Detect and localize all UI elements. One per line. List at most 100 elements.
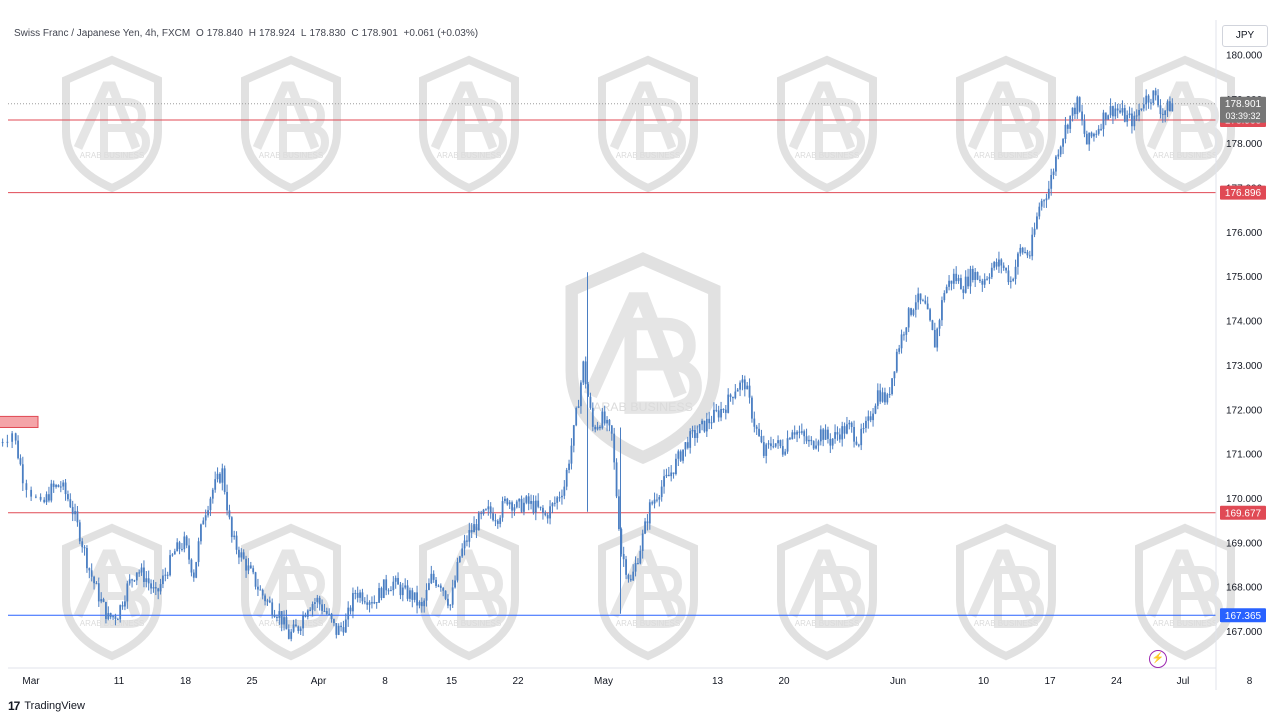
candle-body [967, 276, 969, 287]
candle-body [831, 438, 834, 446]
candle-body [874, 405, 877, 414]
candle-body [135, 572, 138, 581]
open-value: 178.840 [206, 28, 243, 39]
candle-body [197, 541, 200, 563]
candle-body [558, 497, 561, 499]
candle-body [796, 431, 798, 435]
candle-body [922, 300, 924, 302]
candle-body [741, 379, 744, 383]
price-badges: 178.533176.896169.677167.365178.90103:39… [1220, 96, 1266, 623]
candle-body [399, 584, 402, 596]
candle-body [910, 308, 912, 315]
candle-body [791, 432, 794, 440]
candle-body [273, 614, 276, 618]
candle-body [114, 616, 117, 620]
candle-body [145, 578, 148, 582]
close-value: 178.901 [361, 28, 398, 39]
candle-body [876, 390, 879, 406]
candle-body [732, 396, 734, 399]
candle-body [1093, 133, 1095, 137]
candle-body [64, 482, 67, 495]
time-tick-label: Jul [1177, 676, 1190, 687]
price-tick-label: 178.000 [1226, 139, 1263, 150]
candle-body [105, 601, 107, 620]
candle-body [109, 613, 112, 618]
candle-body [1007, 270, 1010, 283]
candle-body [349, 607, 352, 612]
candle-body [544, 512, 547, 516]
candle-body [523, 502, 525, 512]
candle-body [660, 486, 663, 498]
candle-body [912, 309, 915, 315]
candle-body [458, 556, 461, 562]
candle-body [354, 592, 357, 594]
candle-body [542, 507, 544, 513]
candle-body [306, 610, 309, 617]
time-tick-label: 22 [512, 676, 524, 687]
candle-body [473, 524, 475, 533]
candle-body [200, 524, 202, 542]
candle-body [183, 536, 186, 550]
candle-body [1078, 97, 1081, 112]
time-tick-label: 8 [382, 676, 388, 687]
candle-body [150, 583, 152, 589]
change-value: +0.061 (+0.03%) [403, 28, 479, 39]
candle-body [325, 611, 328, 614]
candle-body [1083, 120, 1086, 134]
candle-body [442, 587, 445, 591]
candle-body [1047, 188, 1050, 199]
zone-layer [0, 415, 39, 428]
candle-body [532, 501, 535, 513]
watermark-logo: ARAB BUSINESS [245, 60, 337, 188]
watermark-logo: ARAB BUSINESS [423, 60, 515, 188]
candle-body [164, 574, 167, 576]
candle-body [311, 604, 314, 610]
candle-body [648, 502, 651, 524]
footer-brand[interactable]: 17 TradingView [8, 698, 85, 714]
candle-body [779, 440, 782, 447]
candle-body [546, 515, 549, 519]
candle-body [83, 547, 86, 549]
candle-body [1014, 266, 1017, 279]
candle-body [1161, 114, 1164, 116]
candle-body [1050, 174, 1053, 189]
candle-body [715, 409, 718, 411]
candle-body [760, 436, 763, 443]
candle-body [843, 426, 846, 434]
candle-body [751, 397, 753, 419]
candle-body [1081, 111, 1083, 121]
candle-body [496, 520, 499, 524]
lightning-icon[interactable]: ⚡ [1149, 650, 1167, 668]
symbol-name[interactable]: Swiss Franc / Japanese Yen, 4h, FXCM [14, 28, 191, 39]
candle-body [30, 489, 33, 497]
candle-body [162, 575, 164, 585]
candle-body [107, 613, 110, 620]
candle-body [553, 502, 556, 504]
candle-body [770, 443, 772, 447]
currency-selector[interactable]: JPY [1222, 25, 1268, 47]
candle-body [316, 597, 319, 603]
candle-body [1157, 95, 1159, 106]
candle-body [865, 420, 867, 429]
candle-body [290, 631, 293, 639]
candle-body [565, 469, 568, 487]
candle-body [1166, 101, 1169, 111]
candle-body [520, 498, 523, 512]
candle-body [34, 496, 37, 498]
candle-body [173, 551, 176, 555]
candle-body [931, 320, 934, 331]
candle-body [131, 579, 133, 581]
watermark-text: ARAB BUSINESS [80, 151, 144, 160]
candle-body [152, 587, 155, 589]
candle-body [993, 261, 996, 268]
candle-body [1133, 115, 1136, 127]
candle-body [178, 542, 181, 549]
candle-body [257, 586, 259, 590]
candle-body [297, 626, 300, 632]
candle-body [264, 595, 266, 602]
time-scale[interactable]: Mar 11 18 25 Apr 8 15 22 May 13 20 Jun 10 17 24 Jul 8 [22, 676, 1252, 687]
candle-body [97, 583, 100, 602]
candle-body [850, 422, 853, 428]
candle-body [1057, 154, 1060, 157]
